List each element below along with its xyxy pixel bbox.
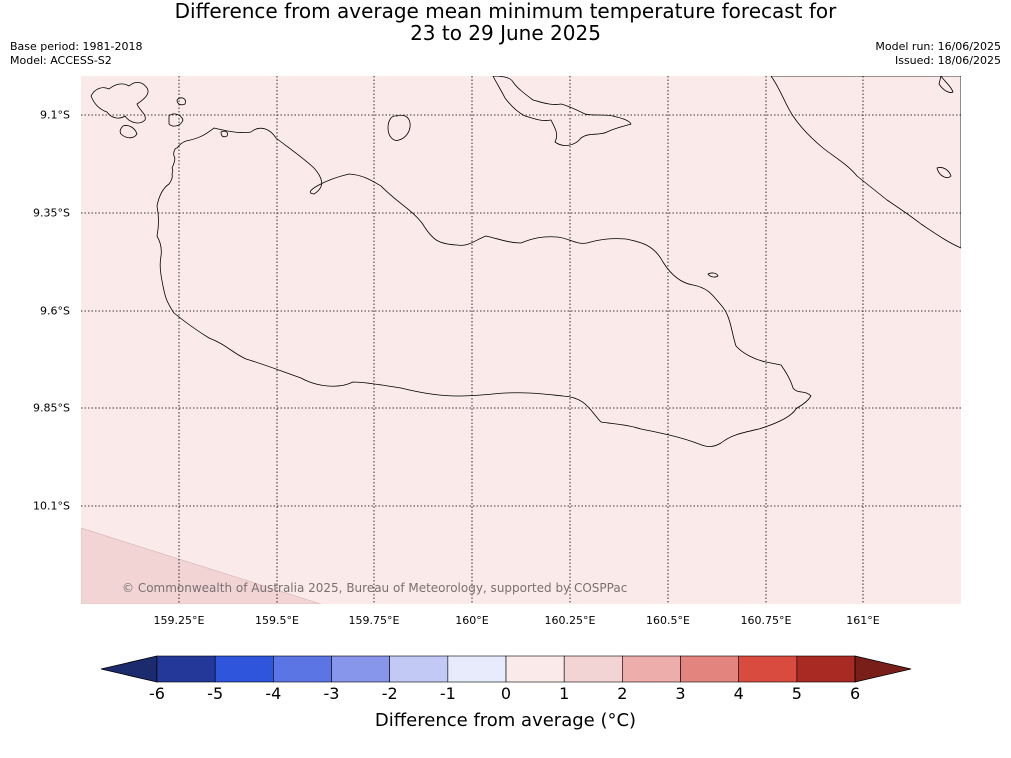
- colorbar-under-arrow: [100, 655, 158, 683]
- issued-date: Issued: 18/06/2025: [894, 54, 1001, 67]
- lon-label-159-75: 159.75°E: [348, 614, 400, 627]
- lat-label-10-1: 10.1°S: [33, 499, 70, 513]
- title-line-1: Difference from average mean minimum tem…: [174, 0, 837, 23]
- ngella-islets: [936, 76, 954, 178]
- lon-label-159-5: 159.5°E: [255, 614, 299, 627]
- colorbar: [100, 655, 912, 683]
- base-period: Base period: 1981-2018: [10, 40, 143, 53]
- colorbar-segment: [680, 655, 740, 683]
- lon-label-159-25: 159.25°E: [153, 614, 205, 627]
- lat-label-9-35: 9.35°S: [33, 206, 70, 220]
- lat-label-9-1: 9.1°S: [40, 108, 70, 122]
- colorbar-tick-label: -2: [381, 684, 398, 703]
- colorbar-tick-label: 1: [559, 684, 570, 703]
- colorbar-segment: [622, 655, 681, 683]
- colorbar-tick-label: 6: [849, 684, 861, 703]
- colorbar-tick-label: 2: [617, 684, 628, 703]
- colorbar-tick-label: -3: [323, 684, 340, 703]
- russell-islets: [119, 97, 228, 139]
- colorbar-over-arrow: [854, 655, 912, 683]
- lon-label-161: 161°E: [846, 614, 880, 627]
- gridlines: [81, 76, 961, 604]
- copyright-notice: © Commonwealth of Australia 2025, Bureau…: [122, 581, 628, 595]
- title-line-2: 23 to 29 June 2025: [410, 21, 601, 45]
- colorbar-tick-label: 4: [733, 684, 744, 703]
- colorbar-segment: [156, 655, 216, 683]
- meta-left: Base period: 1981-2018 Model: ACCESS-S2: [10, 40, 142, 68]
- chart-title: Difference from average mean minimum tem…: [0, 0, 1011, 44]
- malaita-coastline: [770, 76, 961, 249]
- colorbar-tick-label: -6: [149, 684, 165, 703]
- colorbar-segment: [563, 655, 623, 683]
- colorbar-segment: [738, 655, 798, 683]
- colorbar-label: Difference from average (°C): [374, 710, 637, 731]
- florida-islands-coastline: [492, 76, 632, 146]
- coastlines: [90, 76, 961, 447]
- colorbar-tick-label: 5: [791, 684, 802, 703]
- colorbar-segment: [796, 655, 856, 683]
- model-run: Model run: 16/06/2025: [875, 40, 1001, 53]
- lon-label-160: 160°E: [455, 614, 489, 627]
- lon-label-160-5: 160.5°E: [646, 614, 690, 627]
- russell-islands-coastline: [90, 82, 149, 124]
- colorbar-segment: [389, 655, 449, 683]
- colorbar-tick-label: -5: [207, 684, 224, 703]
- colorbar-segment: [214, 655, 274, 683]
- colorbar-tick-label: -4: [265, 684, 282, 703]
- lat-label-9-85: 9.85°S: [33, 401, 70, 415]
- map-panel: [81, 76, 961, 604]
- anomaly-region-0-1: [81, 527, 322, 604]
- guadalcanal-coastline: [156, 127, 812, 447]
- lon-label-160-25: 160.25°E: [544, 614, 596, 627]
- map-svg: [81, 76, 961, 604]
- colorbar-svg: [100, 655, 912, 683]
- small-islet: [707, 272, 719, 278]
- lat-label-9-6: 9.6°S: [40, 304, 70, 318]
- lon-label-160-75: 160.75°E: [740, 614, 792, 627]
- colorbar-segment: [505, 655, 565, 683]
- savo-island-coastline: [387, 114, 411, 141]
- colorbar-tick-label: 0: [500, 684, 512, 703]
- colorbar-segment: [273, 655, 332, 683]
- colorbar-tick-label: -1: [439, 684, 456, 703]
- model-name: Model: ACCESS-S2: [10, 54, 112, 67]
- meta-right: Model run: 16/06/2025 Issued: 18/06/2025: [875, 40, 1001, 68]
- colorbar-segment: [447, 655, 507, 683]
- colorbar-tick-label: 3: [675, 684, 686, 703]
- colorbar-segment: [331, 655, 390, 683]
